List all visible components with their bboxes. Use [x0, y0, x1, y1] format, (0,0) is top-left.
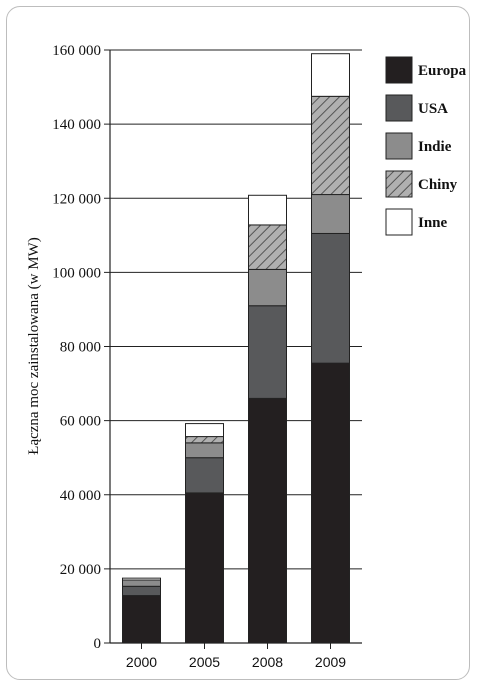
y-tick-label: 140 000 [52, 117, 101, 133]
legend-label-usa: USA [418, 101, 448, 117]
legend-label-chiny: Chiny [418, 177, 458, 193]
bar-indie-2005 [185, 442, 224, 459]
x-tick-label: 2005 [189, 654, 220, 670]
bar-indie-2000 [122, 579, 161, 587]
y-axis-label: Łączna moc zainstalowana (w MW) [26, 237, 42, 454]
x-tick-label: 2009 [315, 654, 346, 670]
x-tick-labels: 2000 2005 2008 2009 [126, 654, 346, 670]
bar-inne-2008 [248, 194, 287, 226]
y-tick-label: 0 [94, 636, 102, 652]
bar-usa-2005 [185, 457, 224, 494]
legend: Europa USA Indie Chiny Inne [385, 56, 467, 236]
bar-europa-2005 [185, 492, 224, 644]
axes [104, 49, 362, 649]
y-tick-label: 100 000 [52, 265, 101, 281]
bar-usa-2008 [248, 305, 287, 399]
y-tick-label: 120 000 [52, 191, 101, 207]
bar-europa-2000 [122, 595, 161, 644]
bar-inne-2005 [185, 423, 224, 438]
y-tick-label: 80 000 [60, 340, 101, 356]
legend-label-indie: Indie [418, 139, 452, 155]
bar-chiny-2005 [185, 436, 224, 444]
bar-chiny-2009 [311, 95, 350, 196]
bar-indie-2008 [248, 268, 287, 307]
y-tick-label: 20 000 [60, 562, 101, 578]
y-tick-label: 40 000 [60, 488, 101, 504]
bar-usa-2000 [122, 585, 161, 597]
x-tick-label: 2000 [126, 654, 157, 670]
x-tick-label: 2008 [252, 654, 283, 670]
bar-indie-2009 [311, 194, 350, 234]
legend-swatch-chiny [385, 170, 413, 198]
legend-swatch-inne [385, 208, 413, 236]
legend-swatch-europa [385, 56, 413, 84]
bars [122, 53, 350, 644]
legend-label-inne: Inne [418, 215, 448, 231]
legend-swatch-indie [385, 132, 413, 160]
bar-europa-2008 [248, 397, 287, 644]
bar-usa-2009 [311, 232, 350, 364]
bar-chiny-2008 [248, 224, 287, 270]
legend-label-europa: Europa [418, 63, 467, 79]
y-tick-label: 60 000 [60, 414, 101, 430]
legend-swatch-usa [385, 94, 413, 122]
bar-inne-2009 [311, 53, 350, 97]
y-tick-label: 160 000 [52, 43, 101, 59]
bar-europa-2009 [311, 362, 350, 644]
y-tick-labels: 0 20 000 40 000 60 000 80 000 100 000 120 000 1… [52, 43, 101, 652]
bar-inne-2000 [122, 577, 161, 581]
